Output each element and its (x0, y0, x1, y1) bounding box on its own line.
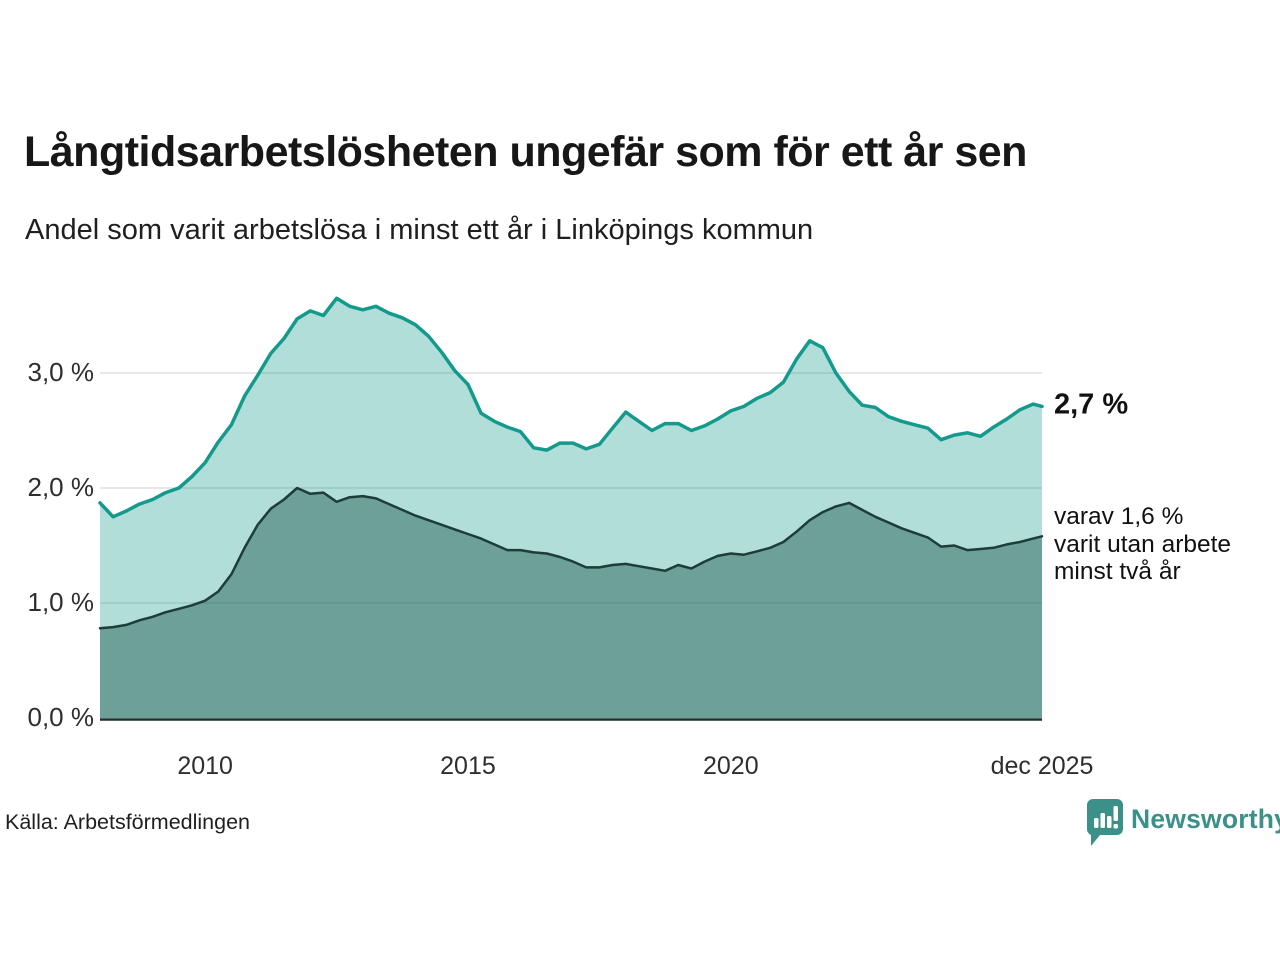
x-axis-tick-label: 2015 (440, 752, 496, 780)
secondary-value-line: varav 1,6 % (1054, 503, 1184, 530)
secondary-value-label: varav 1,6 % varit utan arbete minst två … (1054, 503, 1231, 586)
secondary-value-line: varit utan arbete (1054, 530, 1232, 558)
y-axis-tick-label: 0,0 % (27, 701, 95, 732)
page-title: Långtidsarbetslösheten ungefär som för e… (24, 128, 1027, 176)
secondary-value-line: minst två år (1054, 558, 1181, 585)
newsworthy-logo-text: Newsworthy (1131, 804, 1280, 834)
x-axis-tick-label: 2010 (177, 752, 233, 780)
y-axis-tick-label: 3,0 % (27, 356, 95, 387)
latest-value-label: 2,7 % (1054, 388, 1129, 421)
newsworthy-logo-icon (1086, 799, 1123, 846)
page-subtitle: Andel som varit arbetslösa i minst ett å… (25, 214, 814, 246)
source-caption: Källa: Arbetsförmedlingen (5, 810, 251, 834)
x-axis-tick-label: 2020 (702, 752, 759, 780)
y-axis-tick-label: 2,0 % (27, 471, 95, 502)
newsworthy-logo: Newsworthy (1086, 798, 1280, 848)
y-axis-tick-label: 1,0 % (27, 586, 95, 617)
x-axis-tick-label: dec 2025 (990, 752, 1094, 780)
